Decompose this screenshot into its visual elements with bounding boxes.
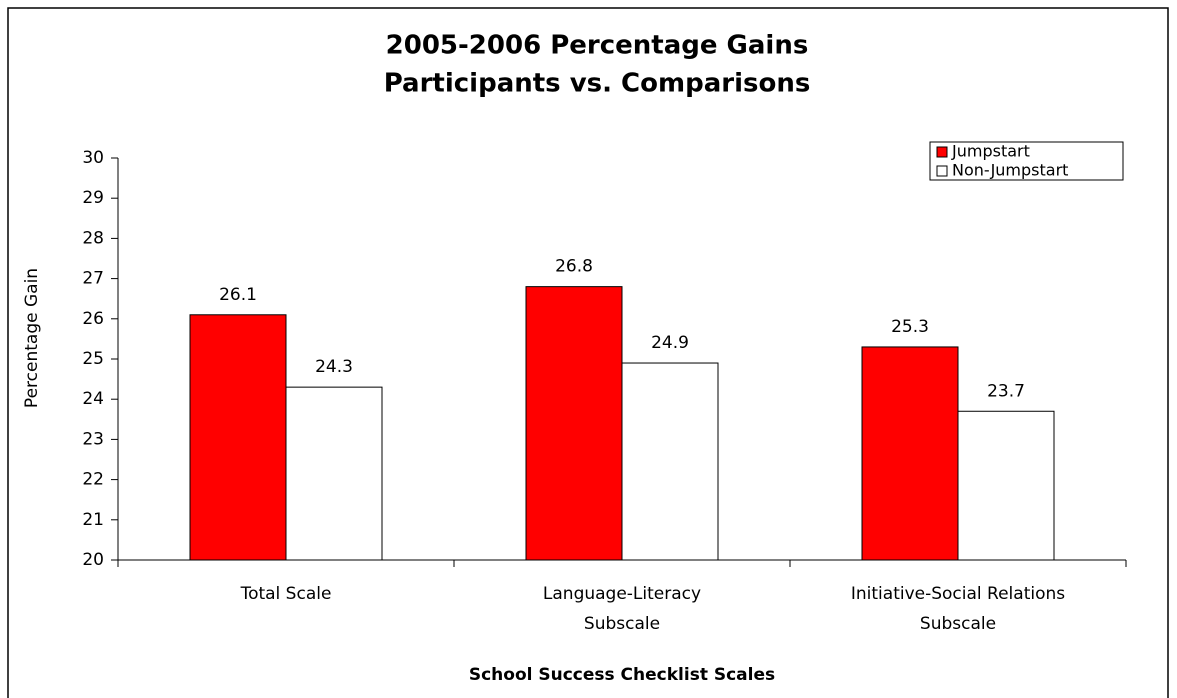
y-tick-label: 21	[82, 510, 104, 530]
bar	[957, 410, 1055, 561]
x-tick-label: Subscale	[920, 614, 996, 634]
bar	[861, 346, 959, 561]
y-tick-label: 25	[82, 349, 104, 369]
bar	[189, 314, 287, 561]
y-tick-label: 23	[82, 429, 104, 449]
chart-title: Participants vs. Comparisons	[384, 69, 811, 99]
bar	[525, 286, 623, 561]
data-label: 24.9	[651, 333, 689, 353]
x-axis-label: School Success Checklist Scales	[469, 665, 775, 685]
chart-title: 2005-2006 Percentage Gains	[386, 31, 809, 61]
data-label: 26.1	[219, 285, 257, 305]
y-tick-label: 22	[82, 470, 104, 490]
legend-label: Non-Jumpstart	[952, 161, 1068, 180]
data-label: 26.8	[555, 257, 593, 277]
y-tick-label: 27	[82, 269, 104, 289]
y-tick-label: 24	[82, 389, 104, 409]
bar	[285, 386, 383, 561]
legend-swatch	[936, 165, 948, 177]
x-tick-label: Language-Literacy	[543, 584, 701, 604]
data-label: 25.3	[891, 317, 929, 337]
legend-swatch	[936, 146, 948, 158]
y-axis-label: Percentage Gain	[22, 268, 42, 408]
y-tick-label: 20	[82, 550, 104, 570]
x-tick-label: Subscale	[584, 614, 660, 634]
data-label: 23.7	[987, 381, 1025, 401]
data-label: 24.3	[315, 357, 353, 377]
x-tick-label: Initiative-Social Relations	[851, 584, 1065, 604]
legend-box	[929, 141, 1124, 181]
y-tick-label: 26	[82, 309, 104, 329]
bar	[621, 362, 719, 561]
y-tick-label: 30	[82, 148, 104, 168]
legend-label: Jumpstart	[951, 142, 1030, 161]
y-tick-label: 28	[82, 228, 104, 248]
x-tick-label: Total Scale	[240, 584, 332, 604]
y-tick-label: 29	[82, 188, 104, 208]
